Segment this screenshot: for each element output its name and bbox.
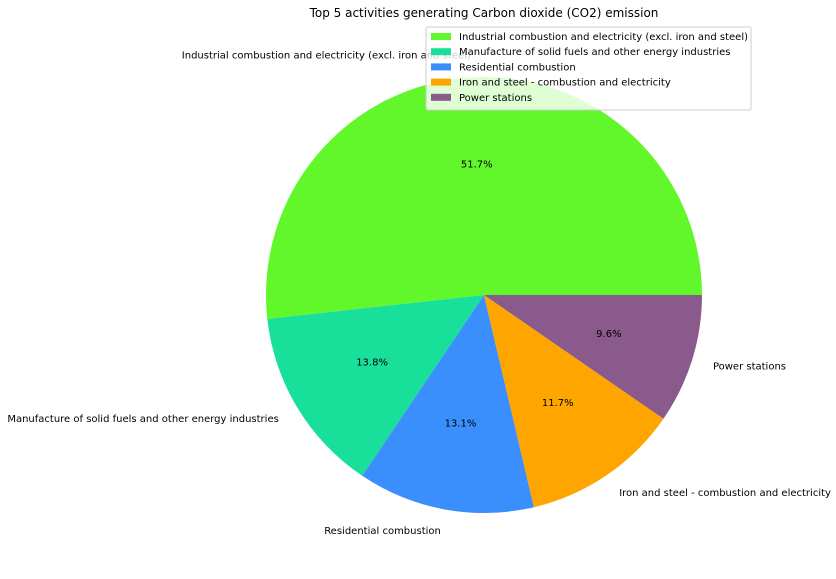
legend: Industrial combustion and electricity (e…: [425, 26, 752, 111]
legend-label: Industrial combustion and electricity (e…: [459, 32, 748, 43]
pie-slice-power-stations: [484, 295, 702, 419]
pie-slice-residential-combustion: [362, 295, 534, 513]
percent-label: 11.7%: [542, 398, 574, 409]
pie-slices: [266, 76, 702, 513]
legend-label: Manufacture of solid fuels and other ene…: [459, 47, 730, 58]
slice-labels: Industrial combustion and electricity (e…: [7, 51, 831, 537]
pie-slice-industrial-combustion-and-electricity-excl-iron-and-steel: [266, 76, 702, 319]
percent-label: 9.6%: [596, 329, 621, 340]
percent-label: 51.7%: [461, 159, 493, 170]
pie-slice-manufacture-of-solid-fuels-and-other-energy-industries: [267, 295, 484, 476]
legend-swatch: [431, 93, 451, 101]
legend-swatch: [431, 48, 451, 56]
slice-label: Power stations: [713, 361, 786, 372]
legend-swatch: [431, 63, 451, 71]
legend-swatch: [431, 78, 451, 86]
legend-label: Residential combustion: [459, 62, 576, 73]
slice-label: Industrial combustion and electricity (e…: [182, 51, 471, 62]
slice-label: Manufacture of solid fuels and other ene…: [7, 414, 278, 425]
chart-title: Top 5 activities generating Carbon dioxi…: [309, 6, 659, 20]
slice-label: Residential combustion: [324, 526, 441, 537]
percent-label: 13.8%: [356, 358, 388, 369]
legend-label: Iron and steel - combustion and electric…: [459, 78, 671, 89]
legend-swatch: [431, 33, 451, 40]
percent-label: 13.1%: [445, 419, 477, 430]
legend-box: [425, 26, 752, 111]
percent-labels: 51.7% 13.8% 13.1% 11.7% 9.6%: [356, 159, 621, 429]
pie-slice-iron-and-steel-combustion-and-electricity: [484, 295, 664, 508]
slice-label: Iron and steel - combustion and electric…: [619, 488, 831, 499]
legend-label: Power stations: [459, 93, 532, 104]
